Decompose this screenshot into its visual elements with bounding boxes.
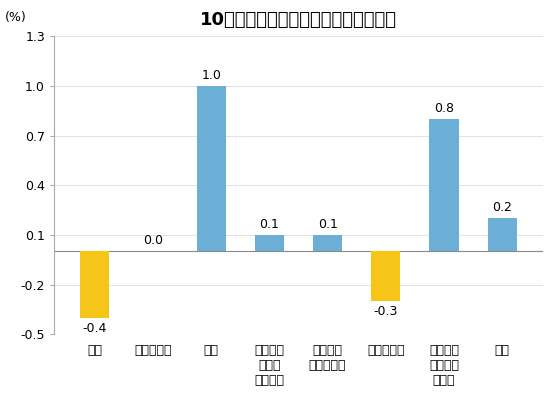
- Text: 1.0: 1.0: [201, 69, 221, 82]
- Bar: [488, 219, 517, 252]
- Text: 0.0: 0.0: [143, 234, 163, 247]
- Text: -0.3: -0.3: [373, 305, 398, 318]
- Text: (%): (%): [5, 12, 27, 24]
- Bar: [255, 235, 284, 252]
- Text: 0.1: 0.1: [317, 218, 337, 231]
- Bar: [371, 252, 401, 301]
- Text: 0.1: 0.1: [259, 218, 279, 231]
- Text: -0.4: -0.4: [83, 322, 107, 335]
- Text: 0.8: 0.8: [434, 102, 454, 115]
- Text: 0.2: 0.2: [492, 201, 512, 214]
- Bar: [80, 252, 109, 318]
- Title: 10月份居民消费价格分类别环比涨跌幅: 10月份居民消费价格分类别环比涨跌幅: [200, 11, 397, 29]
- Bar: [313, 235, 342, 252]
- Bar: [197, 86, 225, 252]
- Bar: [429, 119, 459, 252]
